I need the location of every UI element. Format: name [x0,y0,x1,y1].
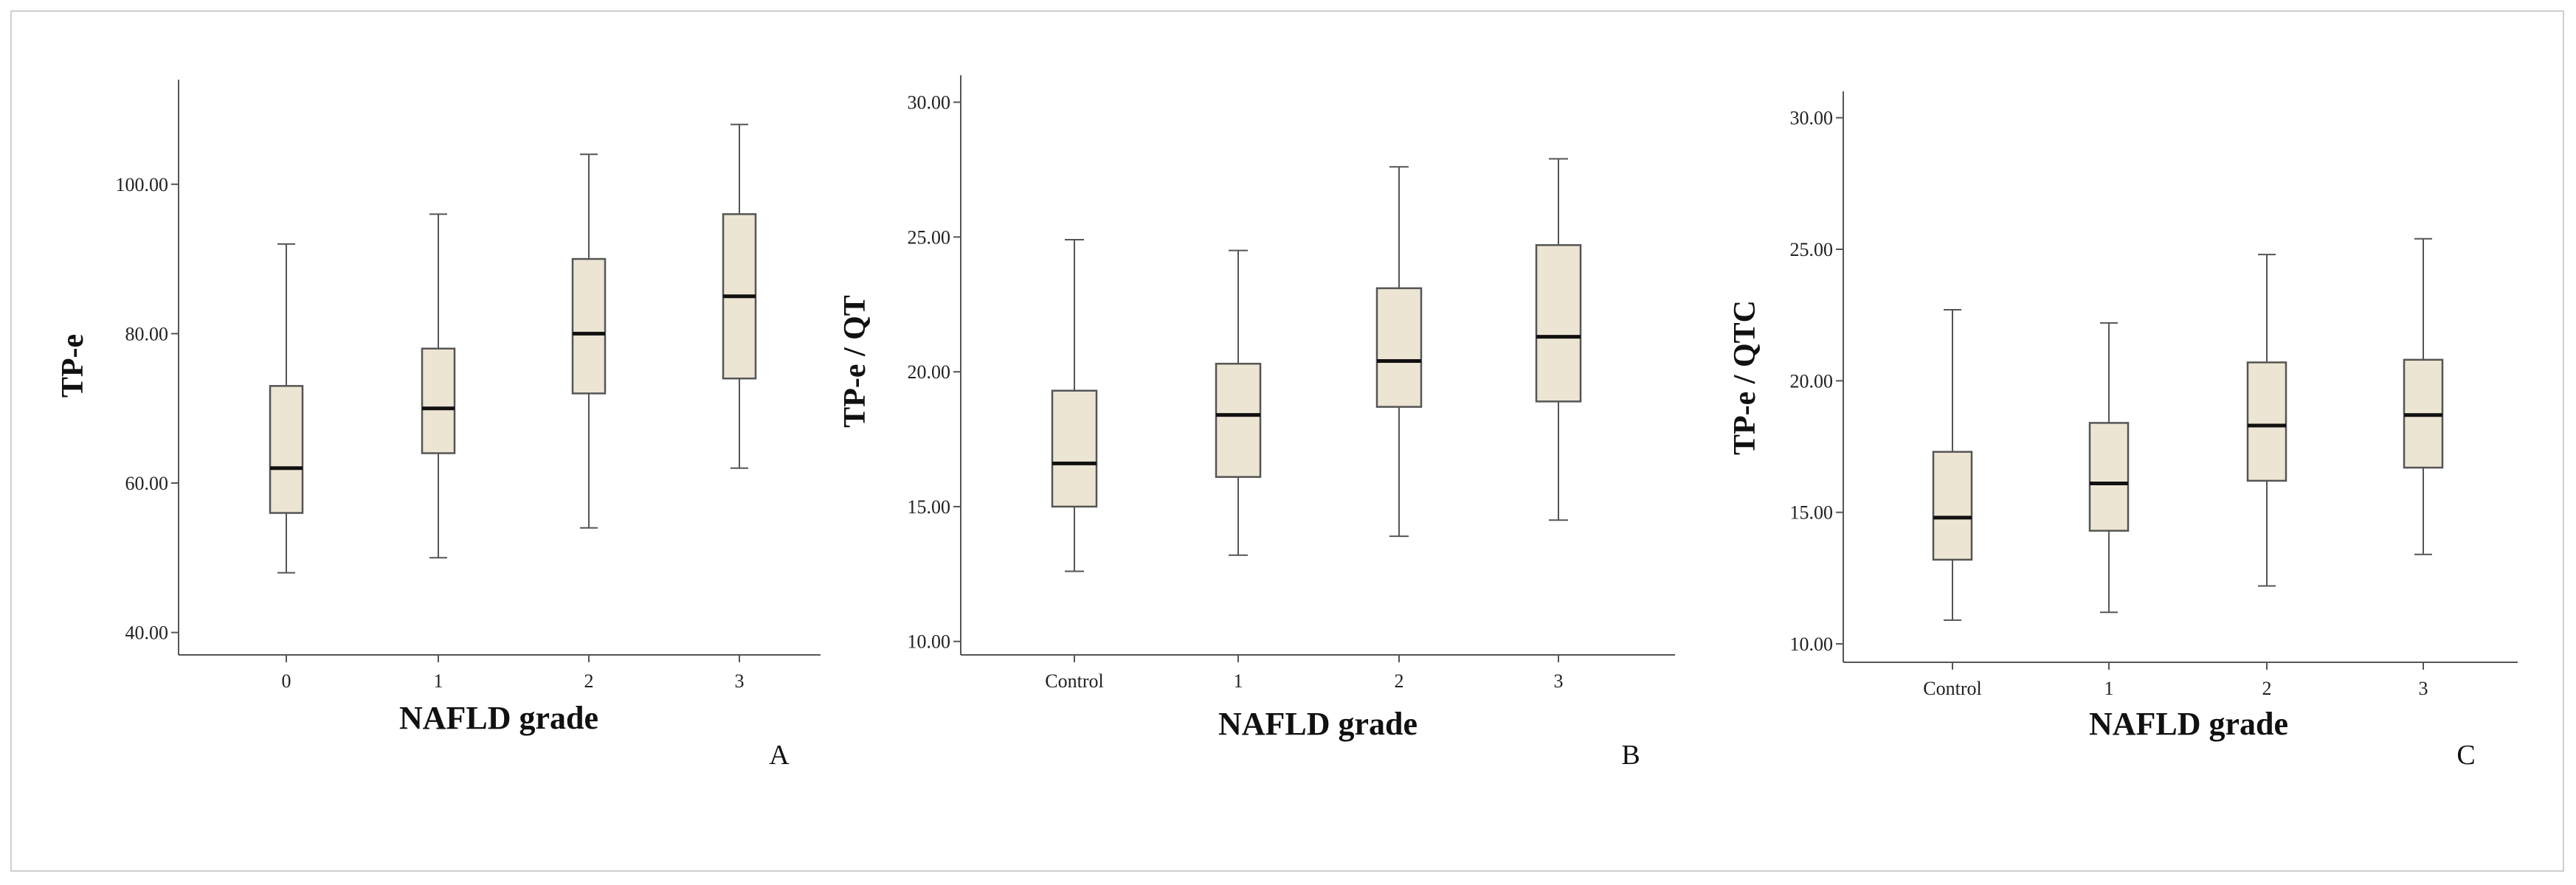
panel-b-ytick-label: 30.00 [908,92,951,114]
panel-b-ytick-label: 15.00 [908,496,951,518]
panel-a-xtick-label: 0 [282,670,291,692]
panel-b-box [1535,244,1582,403]
panel-b-box [1375,287,1423,408]
panel-b-box [1215,362,1262,478]
panel-c-ylabel: TP-e / QTC [1728,300,1762,455]
panel-b-ytick-label: 25.00 [908,226,951,248]
panel-a-box [269,385,304,514]
panel-c-ytick-label: 30.00 [1790,108,1834,129]
panel-c-ytick-label: 15.00 [1790,502,1834,524]
panel-c-ytick-label: 25.00 [1790,239,1834,260]
panel-b: TP-e / QT NAFLD grade B 10.00 15.00 20.00 2… [838,75,1675,771]
panel-c-box [1932,451,1973,561]
panel-a-xtick-label: 2 [584,670,594,692]
panel-b-ylabel: TP-e / QT [838,295,872,428]
panel-c-box [2246,361,2287,482]
panel-b-ytick-label: 20.00 [908,361,951,383]
panel-b-xtick-label: 2 [1395,670,1404,692]
panel-b-xlabel: NAFLD grade [1218,706,1418,742]
panel-c-xtick-label: 3 [2419,678,2428,699]
panel-c-xtick-label: 1 [2104,678,2114,699]
panel-a-box [421,347,456,454]
panel-a-xtick-label: 1 [434,670,443,692]
panel-a-ytick-label: 80.00 [125,323,169,344]
panel-a: TP-e NAFLD grade A 40.00 60.00 80.00 100.00… [56,80,821,771]
panel-a-ytick-label: 40.00 [125,622,169,644]
panel-b-letter: B [1621,740,1640,771]
panel-b-ytick-label: 10.00 [908,631,951,653]
panel-c-ytick-label: 20.00 [1790,370,1834,392]
panel-c-box [2088,422,2130,532]
panel-c-xlabel: NAFLD grade [2089,706,2288,742]
panel-a-ytick-label: 100.00 [116,174,169,195]
panel-c-ytick-label: 10.00 [1790,634,1834,655]
panel-a-xtick-label: 3 [735,670,745,692]
panel-a-xlabel: NAFLD grade [399,700,598,736]
panel-a-ylabel: TP-e [56,334,90,398]
panel-c: TP-e / QTC NAFLD grade C 10.00 15.00 20.00… [1728,91,2518,771]
panel-b-box [1051,389,1098,508]
panel-c-xtick-label: 2 [2262,678,2272,699]
panel-a-letter: A [769,740,790,771]
panel-c-letter: C [2456,740,2475,771]
panel-a-box [571,257,607,395]
panel-b-xtick-label: 1 [1234,670,1243,692]
panel-c-xtick-label: Control [1923,678,1981,699]
panel-b-xtick-label: Control [1045,670,1103,692]
panel-a-ytick-label: 60.00 [125,473,169,494]
panel-b-xtick-label: 3 [1554,670,1564,692]
